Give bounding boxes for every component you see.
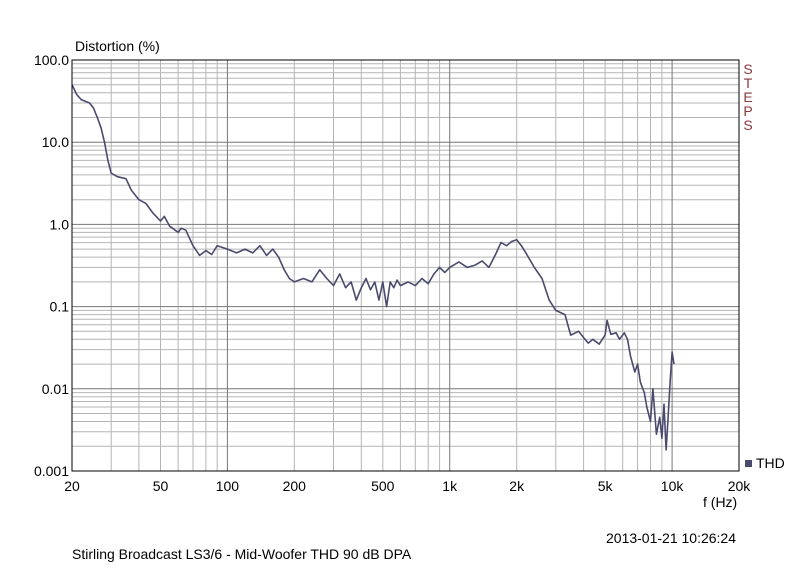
y-axis-label: Distortion (%) [75, 38, 160, 54]
x-tick-label: 20k [728, 478, 752, 494]
series-layer [71, 84, 675, 451]
x-tick-label: 1k [442, 478, 458, 494]
steps-letter: S [743, 117, 753, 133]
x-tick-label: 200 [283, 478, 307, 494]
y-tick-label: 100.0 [34, 52, 69, 68]
y-tick-labels: 100.0 10.0 1.0 0.1 0.01 0.001 [34, 52, 69, 479]
y-tick-label: 10.0 [42, 134, 69, 150]
y-tick-label: 0.001 [34, 463, 69, 479]
steps-letter: S [743, 61, 753, 77]
y-tick-label: 1.0 [50, 216, 70, 232]
steps-letter: T [743, 75, 753, 91]
grid-major [72, 60, 739, 472]
x-tick-label: 20 [64, 478, 80, 494]
legend: THD [745, 455, 785, 471]
steps-letter: P [743, 103, 753, 119]
legend-swatch [745, 460, 752, 467]
y-tick-label: 0.01 [42, 381, 69, 397]
x-tick-label: 10k [661, 478, 685, 494]
x-tick-label: 2k [509, 478, 525, 494]
x-axis-label: f (Hz) [703, 494, 738, 510]
plot-frame [71, 59, 740, 472]
steps-watermark: S T E P S [741, 62, 755, 132]
caption: Stirling Broadcast LS3/6 - Mid-Woofer TH… [72, 546, 412, 562]
x-tick-label: 500 [371, 478, 395, 494]
x-tick-label: 5k [598, 478, 614, 494]
y-tick-label: 0.1 [50, 299, 70, 315]
x-tick-labels: 20 50 100 200 500 1k 2k 5k 10k 20k [64, 478, 751, 494]
legend-label: THD [756, 455, 785, 471]
series-line-thd [71, 84, 675, 451]
steps-letter: E [743, 89, 753, 105]
timestamp: 2013-01-21 10:26:24 [606, 530, 736, 546]
grid-minor [71, 60, 740, 471]
x-tick-label: 50 [153, 478, 169, 494]
x-tick-label: 100 [216, 478, 240, 494]
